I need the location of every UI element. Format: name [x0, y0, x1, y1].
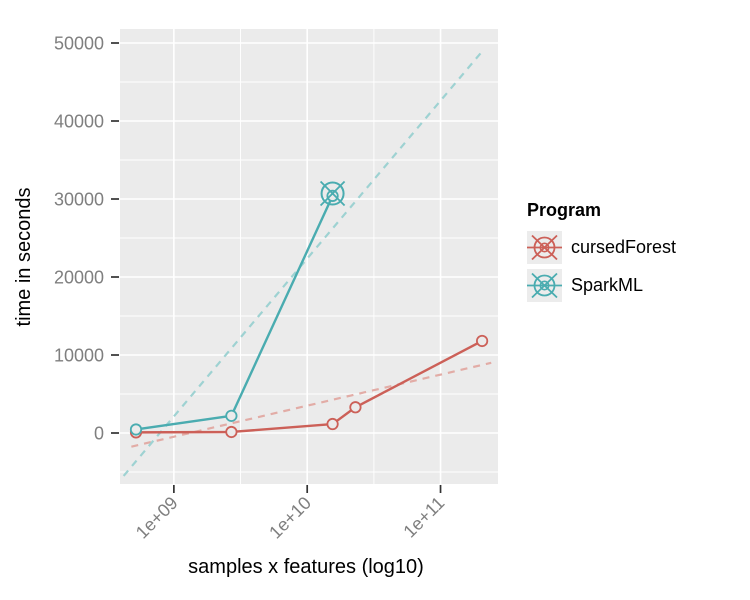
trend-line-cursedForest-trend	[131, 361, 492, 448]
axis-ticks	[111, 42, 442, 493]
x-tick-label: 1e+11	[399, 493, 448, 542]
y-tick-labels: 0 10000 20000 30000 40000 50000	[54, 34, 104, 444]
max-marker-SparkML	[319, 180, 346, 207]
legend-label-cursedforest: cursedForest	[571, 237, 677, 257]
series-group	[122, 50, 492, 477]
x-axis-title: samples x features (log10)	[188, 556, 424, 578]
y-tick-label: 30000	[54, 190, 104, 210]
y-tick-label: 20000	[54, 268, 104, 288]
legend-key-sparkml-icon	[527, 269, 562, 302]
y-axis-title: time in seconds	[13, 188, 35, 327]
data-point-cursedForest	[349, 401, 362, 414]
legend-label-sparkml: SparkML	[571, 275, 644, 295]
data-point-cursedForest	[225, 425, 238, 439]
data-point-SparkML	[129, 423, 143, 436]
data-point-SparkML	[225, 409, 238, 422]
y-tick-label: 50000	[54, 34, 104, 54]
legend: Program cursedForest SparkML	[527, 200, 676, 307]
max-marker-x	[319, 180, 346, 207]
y-tick-label: 40000	[54, 112, 104, 132]
gridlines-minor	[120, 29, 498, 484]
x-tick-label: 1e+10	[265, 493, 315, 543]
trend-line-SparkML-trend	[122, 50, 484, 477]
x-tick-labels: 1e+09 1e+10 1e+11	[132, 493, 449, 543]
legend-key-cursedforest-icon	[527, 231, 562, 264]
data-point-cursedForest	[476, 334, 489, 348]
legend-title: Program	[527, 200, 602, 220]
y-tick-label: 10000	[54, 346, 104, 366]
data-point-SparkML	[326, 189, 339, 202]
max-marker-circle	[320, 181, 345, 206]
data-point-cursedForest	[326, 417, 339, 431]
legend-item-cursedforest: cursedForest	[527, 231, 676, 264]
legend-item-sparkml: SparkML	[527, 269, 676, 302]
y-tick-label: 0	[94, 424, 104, 444]
x-tick-label: 1e+09	[132, 493, 182, 543]
